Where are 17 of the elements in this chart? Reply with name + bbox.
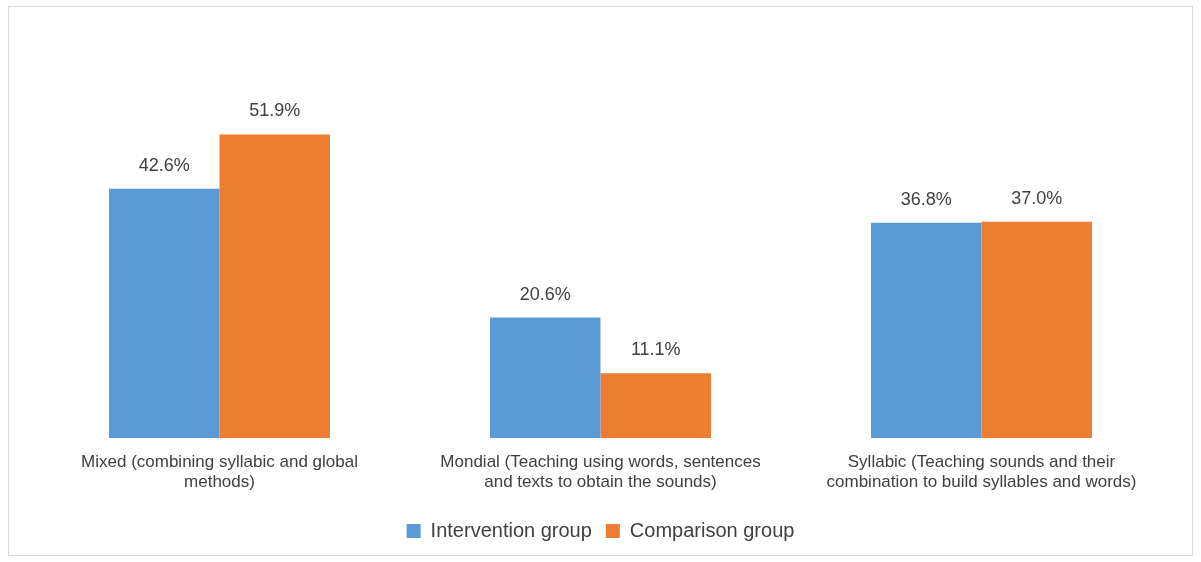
- bar: [600, 373, 711, 439]
- legend-label: Comparison group: [629, 518, 795, 541]
- x-tick-label: Mixed (combining syllabic and global methods): [81, 452, 358, 492]
- bar: [490, 317, 601, 439]
- data-label: 42.6%: [138, 154, 190, 175]
- bar: [109, 188, 220, 439]
- data-label: 51.9%: [249, 100, 301, 121]
- data-label: 37.0%: [1011, 187, 1063, 208]
- legend-label: Intervention group: [430, 518, 592, 541]
- x-tick-label: Mondial (Teaching using words, sentences and texts to obtain the sounds): [440, 452, 761, 492]
- data-label: 11.1%: [630, 339, 681, 360]
- bar: [981, 221, 1092, 439]
- data-label: 36.8%: [900, 188, 952, 209]
- x-tick-label: Syllabic (Teaching sounds and their combination to build syllables and words): [826, 452, 1137, 492]
- bar: [219, 134, 330, 439]
- data-label: 20.6%: [519, 283, 571, 304]
- bar: [871, 222, 982, 439]
